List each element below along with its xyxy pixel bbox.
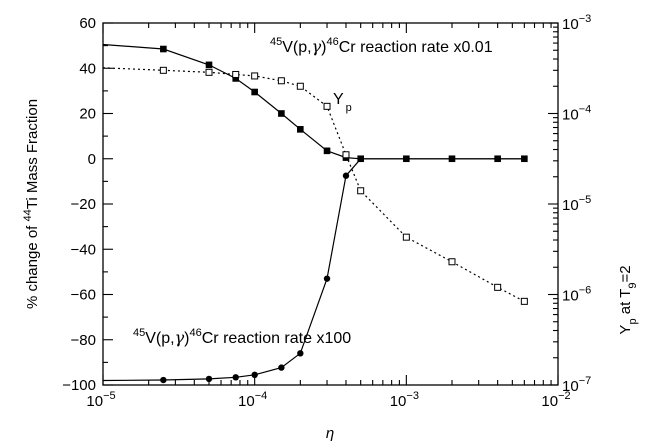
series-1-line <box>102 43 525 160</box>
series-3-point <box>342 151 350 159</box>
series-2-point <box>342 172 350 179</box>
series-1-point <box>160 45 167 53</box>
y-tick-label: −60 <box>71 287 96 304</box>
y2-tick-label: 10−6 <box>562 285 591 305</box>
series-2-point <box>494 155 501 162</box>
series-3-point <box>251 72 259 80</box>
series-2-point <box>205 375 213 383</box>
ticks-group: 10−5 10−4 10−3 10−26040200−20−40−60−80−1001… <box>62 13 591 410</box>
y-tick-label: −100 <box>62 377 96 394</box>
series-1-point <box>278 110 285 117</box>
series-1-point <box>251 88 258 96</box>
y2-tick-label: 10−7 <box>562 375 591 395</box>
y2-tick-label: 10−5 <box>562 194 591 214</box>
x-tick-label: 10−4 <box>238 390 267 410</box>
x-tick-label: 10−3 <box>390 390 419 410</box>
y-tick-label: −80 <box>71 332 96 349</box>
series-1-point <box>323 147 331 155</box>
annotation-lower-rate: 45V(p,γ)46Cr reaction rate x100 <box>133 327 351 347</box>
series-2-point <box>323 275 331 282</box>
series-3-point <box>357 187 365 195</box>
y-tick-label: −40 <box>71 241 96 258</box>
x-tick-label: 10−5 <box>86 390 115 410</box>
y2-tick-label: 10−3 <box>562 13 591 33</box>
annotation-upper-rate: 45V(p,γ)46Cr reaction rate x0.01 <box>270 36 493 56</box>
x-tick-label: 10−2 <box>541 390 570 410</box>
y-tick-label: 0 <box>88 151 96 168</box>
series-3-point <box>277 77 285 85</box>
y-tick-label: 60 <box>79 15 96 32</box>
series-2-point <box>297 350 304 357</box>
series-1-point <box>232 75 240 82</box>
series-2-point <box>251 371 258 379</box>
series-3-point <box>494 283 502 291</box>
series-3-point <box>232 70 240 78</box>
series-2-point <box>278 364 285 371</box>
y-axis-title: % change of 44Ti Mass Fraction <box>22 99 41 309</box>
series-3-line <box>102 67 525 302</box>
series-3-point <box>402 233 410 241</box>
series-2-point <box>160 376 167 384</box>
y2-tick-label: 10−4 <box>562 104 591 124</box>
series-3-point <box>205 68 213 76</box>
x-axis-title: η <box>326 425 334 442</box>
series-group <box>102 43 528 384</box>
series-2-point <box>403 155 410 162</box>
series-1-point <box>205 61 213 69</box>
y-tick-label: −20 <box>71 196 96 213</box>
series-3-point <box>448 258 456 266</box>
series-3-point <box>520 297 528 305</box>
series-2-point <box>232 374 239 381</box>
series-2-line <box>102 158 525 382</box>
y-tick-label: 40 <box>79 60 96 77</box>
series-2-point <box>448 155 456 162</box>
y-tick-label: 20 <box>79 106 96 123</box>
series-2-point <box>357 155 364 162</box>
series-3-point <box>159 66 167 74</box>
y2-axis-title: Yp at T9=2 <box>617 265 639 334</box>
series-2-point <box>521 155 528 162</box>
series-3-point <box>323 102 331 110</box>
series-1-point <box>297 126 304 133</box>
series-3-point <box>296 82 304 90</box>
